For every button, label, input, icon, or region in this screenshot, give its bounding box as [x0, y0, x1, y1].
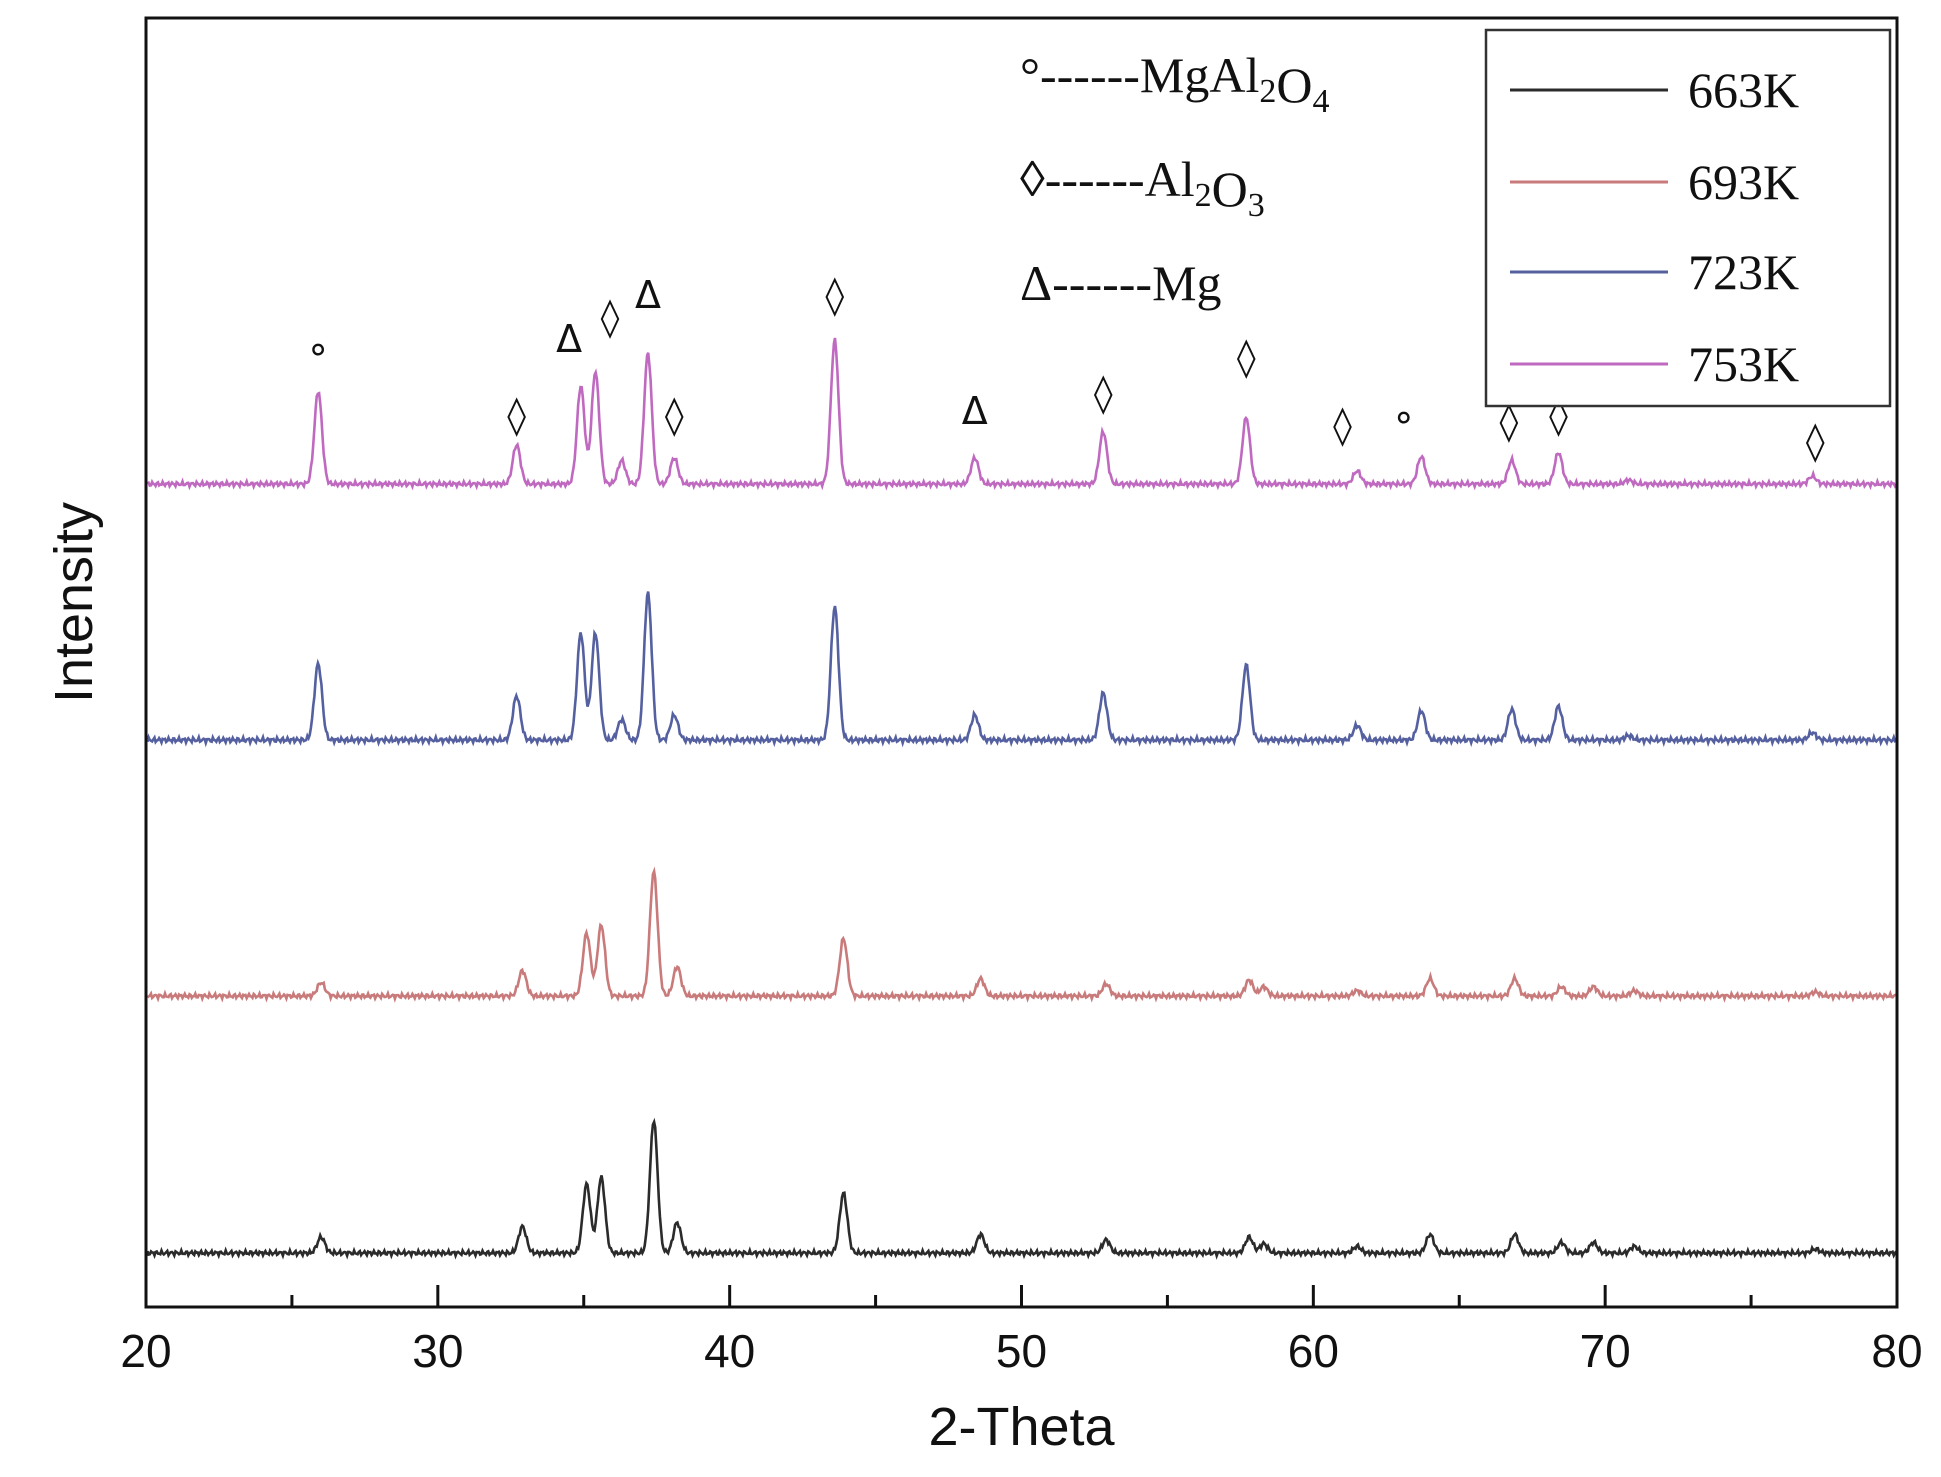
phase-legend-entry: ◊------Al2O3: [1020, 151, 1265, 224]
series-line-753K: [146, 337, 1898, 491]
peak-marker: °: [1394, 405, 1413, 449]
peak-markers-group: °◊Δ ◊ Δ◊◊Δ ◊◊◊ ° ◊ ◊◊: [309, 273, 1825, 463]
x-axis-title: 2-Theta: [928, 1397, 1115, 1457]
peak-marker: Δ: [635, 273, 661, 317]
x-tick-label: 40: [704, 1325, 755, 1377]
x-tick-label: 70: [1580, 1325, 1631, 1377]
peak-marker: ◊: [665, 393, 684, 437]
series-line-723K: [146, 591, 1897, 748]
x-tick-label: 50: [996, 1325, 1047, 1377]
peak-marker: ◊: [825, 273, 844, 317]
traces-group: [146, 337, 1898, 1260]
series-line-663K: [146, 1117, 1898, 1260]
legend-label-723K: 723K: [1688, 244, 1799, 300]
x-axis-ticks: 20 30 40 50 60 70 80: [120, 1285, 1923, 1377]
phase-legend-entry: Δ------Mg: [1020, 255, 1222, 311]
phase-legend-entry: °------MgAl2O4: [1020, 47, 1329, 120]
peak-marker: ◊: [1333, 403, 1352, 447]
phase-legend: °------MgAl2O4 ◊------Al2O3 Δ------Mg: [1020, 47, 1329, 311]
series-legend-box: [1484, 28, 1892, 408]
peak-marker: Δ: [556, 317, 582, 361]
peak-marker: ◊: [1499, 399, 1518, 443]
legend-label-693K: 693K: [1688, 154, 1799, 210]
peak-marker: ◊: [601, 295, 620, 339]
y-axis-title: Intensity: [44, 502, 104, 703]
x-tick-label: 60: [1288, 1325, 1339, 1377]
x-tick-label: 80: [1871, 1325, 1922, 1377]
peak-marker: ◊: [1806, 419, 1825, 463]
legend-label-753K: 753K: [1688, 336, 1799, 392]
peak-marker: Δ: [962, 389, 988, 433]
peak-marker: ◊: [507, 393, 526, 437]
legend-label-663K: 663K: [1688, 62, 1799, 118]
peak-marker: °: [309, 337, 328, 381]
x-tick-label: 20: [120, 1325, 171, 1377]
series-line-693K: [146, 866, 1897, 1003]
peak-marker: ◊: [1094, 371, 1113, 415]
series-legend: 663K 693K 723K 753K: [1484, 28, 1892, 408]
peak-marker: ◊: [1237, 335, 1256, 379]
x-tick-label: 30: [412, 1325, 463, 1377]
